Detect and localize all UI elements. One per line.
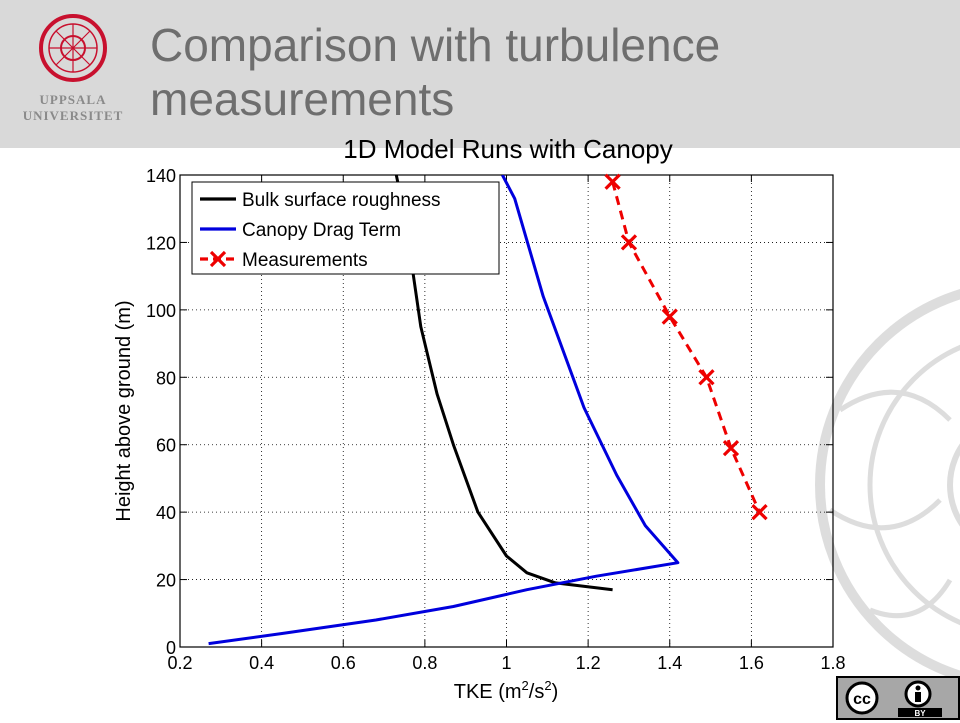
logo-line-2: UNIVERSITET [22,108,124,123]
x-tick-label: 1 [501,653,511,673]
marker-stroke [722,439,740,457]
data-point-marker [751,504,768,521]
legend-label-1: Canopy Drag Term [242,220,401,241]
x-tick-label: 1.6 [739,653,764,673]
axis-ticks: 0.2 0.4 0.6 0.8 1 1.2 1.4 1.6 1.8 0 20 40 60 80 100 120… [146,166,846,673]
slide-title: Comparison with turbulence measurements [150,19,721,125]
y-tick-label: 140 [146,166,176,186]
cc-by-icon: cc BY [845,680,942,718]
data-point-marker [620,234,638,251]
data-point-marker [722,439,740,457]
x-tick-label: 0.2 [167,653,192,673]
y-axis-label: Height above ground (m) [113,300,135,521]
marker-stroke [698,369,715,386]
series-line-2 [611,181,761,513]
logo-line-1: UPPSALA [39,92,107,107]
x-tick-label: 0.4 [249,653,274,673]
marker-stroke [620,234,638,251]
legend: Bulk surface roughness Canopy Drag Term Me… [191,181,500,275]
y-tick-label: 40 [156,503,176,523]
y-tick-label: 120 [146,233,176,253]
cc-text: cc [853,691,871,708]
x-tick-label: 1.8 [820,653,845,673]
x-axis-label: TKE (m2/s2) [454,678,558,703]
license-badge: cc BY [836,676,960,720]
slide-header: UPPSALA UNIVERSITET Comparison with turb… [0,0,960,148]
marker-stroke [661,308,678,325]
marker-stroke [751,504,768,521]
x-tick-label: 1.4 [657,653,682,673]
data-point-marker [604,173,621,190]
x-tick-label: 0.8 [412,653,437,673]
legend-label-2: Measurements [242,250,368,271]
y-tick-label: 60 [156,436,176,456]
x-tick-label: 0.6 [331,653,356,673]
y-tick-label: 0 [166,638,176,658]
data-point-marker [661,308,678,325]
y-tick-label: 100 [146,301,176,321]
legend-marker [209,250,227,268]
data-point-marker [698,369,715,386]
by-text: BY [914,709,926,718]
university-logo: UPPSALA UNIVERSITET [18,10,128,130]
y-tick-label: 20 [156,571,176,591]
y-tick-label: 80 [156,368,176,388]
chart-title: 1D Model Runs with Canopy [343,134,673,164]
legend-box [191,181,500,275]
series-line-1 [208,175,680,646]
legend-label-0: Bulk surface roughness [242,190,441,211]
seal-watermark-icon [815,289,960,681]
seal-icon [39,14,107,82]
marker-stroke [209,250,227,268]
x-tick-label: 1.2 [576,653,601,673]
marker-stroke [604,173,621,190]
